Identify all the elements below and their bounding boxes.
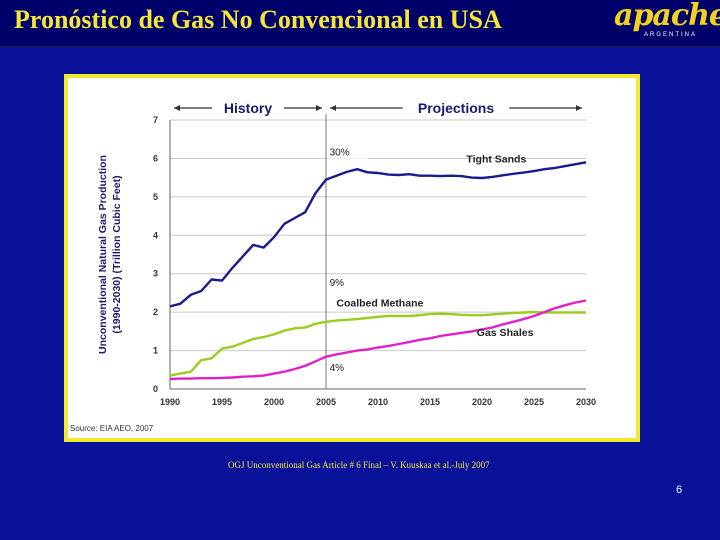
series-label: Gas Shales [477, 327, 534, 339]
x-tick-label: 2025 [524, 397, 544, 407]
percent-label: 4% [330, 363, 345, 374]
x-tick-label: 1990 [160, 397, 180, 407]
series-line [169, 299, 587, 381]
arrowhead [576, 105, 582, 111]
y-tick-label: 6 [153, 153, 158, 163]
percent-label: 30% [330, 148, 350, 159]
chart-source: Source: EIA AEO, 2007 [70, 424, 154, 433]
period-label: Projections [418, 100, 494, 116]
citation: OGJ Unconventional Gas Article # 6 Final… [228, 460, 490, 470]
x-tick-label: 2005 [316, 397, 336, 407]
y-tick-label: 2 [153, 307, 158, 317]
y-tick-label: 0 [153, 384, 158, 394]
y-tick-label: 4 [153, 230, 158, 240]
y-tick-label: 1 [153, 346, 158, 356]
slide-title: Pronóstico de Gas No Convencional en USA [14, 5, 502, 34]
period-label: History [224, 100, 272, 116]
y-tick-label: 3 [153, 269, 158, 279]
production-chart: 0 1 2 3 4 5 6 7 1990 1995 2000 2005 2010 2015 2020 2025… [97, 100, 596, 407]
arrowhead [316, 105, 322, 111]
arrowhead [174, 105, 180, 111]
page-number: 6 [676, 484, 683, 496]
x-tick-label: 2010 [368, 397, 388, 407]
logo-wordmark: apache [614, 0, 720, 33]
x-tick-label: 2030 [576, 397, 596, 407]
x-tick-label: 2020 [472, 397, 492, 407]
apache-logo: apache ARGENTINA [614, 0, 720, 42]
series-line [169, 310, 586, 377]
y-tick-label: 5 [153, 192, 158, 202]
percent-label: 9% [330, 278, 345, 289]
x-tick-label: 2015 [420, 397, 440, 407]
series-label: Tight Sands [466, 153, 526, 165]
x-tick-label: 1995 [212, 397, 232, 407]
title-bar: Pronóstico de Gas No Convencional en USA… [0, 0, 720, 48]
chart-panel: 0 1 2 3 4 5 6 7 1990 1995 2000 2005 2010 2015 2020 2025… [64, 74, 640, 442]
y-axis-label: Unconventional Natural Gas Production [97, 155, 109, 354]
y-tick-label: 7 [153, 115, 158, 125]
y-axis-label: (1990-2030) (Trillion Cubic Feet) [111, 175, 123, 333]
percent-label-bg [327, 359, 368, 374]
percent-label-bg [327, 144, 368, 159]
arrowhead [330, 105, 336, 111]
percent-label-bg [327, 275, 368, 290]
logo-subtitle: ARGENTINA [644, 32, 698, 38]
x-tick-label: 2000 [264, 397, 284, 407]
series-label: Coalbed Methane [336, 297, 423, 309]
series-line [169, 161, 587, 308]
